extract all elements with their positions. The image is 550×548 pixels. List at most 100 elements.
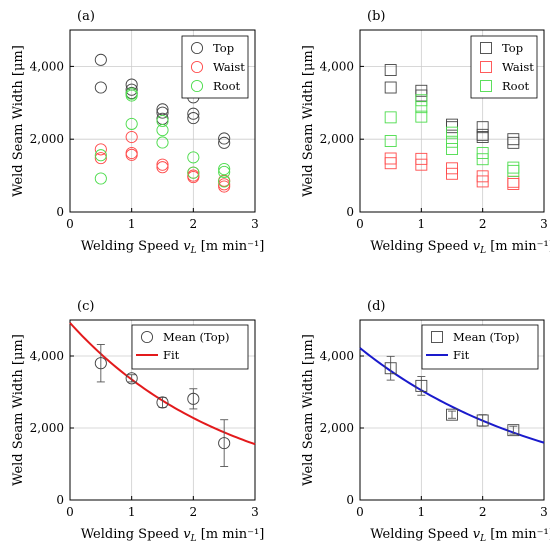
x-tick-label: 1 xyxy=(128,505,136,519)
data-point xyxy=(476,121,489,134)
legend-label: Fit xyxy=(163,348,180,362)
data-point xyxy=(94,53,107,66)
x-tick-label: 3 xyxy=(540,217,548,231)
y-tick-label: 0 xyxy=(56,493,64,507)
x-tick-label: 0 xyxy=(356,505,364,519)
data-point xyxy=(187,107,200,120)
y-tick-label: 4,000 xyxy=(30,349,64,363)
y-tick-label: 4,000 xyxy=(320,59,354,73)
data-point xyxy=(218,175,231,188)
data-point xyxy=(94,172,107,185)
legend-marker xyxy=(431,331,443,343)
data-point xyxy=(187,112,200,125)
legend-box xyxy=(181,35,249,99)
data-point xyxy=(384,157,397,170)
data-point xyxy=(446,143,458,155)
x-tick-label: 2 xyxy=(190,505,198,519)
data-point xyxy=(218,180,231,193)
x-tick-label: 2 xyxy=(479,505,487,519)
plot-frame xyxy=(359,319,545,501)
data-point xyxy=(507,175,520,188)
x-axis-label: Welding Speed vL [m min⁻¹] xyxy=(81,527,265,544)
data-point xyxy=(446,408,458,421)
data-point xyxy=(446,135,458,148)
data-point xyxy=(384,362,397,375)
x-axis-label: Welding Speed vL [m min⁻¹] xyxy=(370,527,550,544)
x-tick-label: 3 xyxy=(540,505,548,519)
data-point xyxy=(507,164,520,177)
chart-panel-d: 0 1 2 3 0 2,000 4,000 Welding Speed vL [m min⁻¹… xyxy=(301,299,550,544)
legend-label: Top xyxy=(502,41,523,55)
x-tick-label: 2 xyxy=(190,217,198,231)
x-tick-label: 1 xyxy=(418,505,426,519)
data-point xyxy=(187,171,200,184)
data-point xyxy=(384,81,397,94)
data-point xyxy=(446,167,458,180)
data-point xyxy=(415,94,428,107)
data-point xyxy=(476,131,489,143)
legend-label: Fit xyxy=(453,348,470,362)
y-tick-label: 4,000 xyxy=(30,59,64,73)
y-tick-label: 2,000 xyxy=(320,132,354,146)
data-point xyxy=(415,158,428,171)
data-point xyxy=(507,424,520,437)
legend-label: Waist xyxy=(213,60,245,74)
data-point xyxy=(125,372,138,385)
data-point xyxy=(476,414,489,427)
legend-label: Top xyxy=(213,41,234,55)
plot-frame xyxy=(359,29,545,213)
legend-box xyxy=(131,324,249,370)
series-mean-top xyxy=(384,355,520,437)
data-point xyxy=(156,106,169,119)
series-mean-top xyxy=(94,344,231,467)
data-point xyxy=(476,153,489,166)
data-point xyxy=(94,152,107,165)
data-point xyxy=(156,158,169,171)
x-tick-label: 3 xyxy=(251,217,259,231)
data-point xyxy=(156,124,169,137)
data-point xyxy=(125,89,138,102)
data-point xyxy=(94,81,107,94)
x-tick-label: 2 xyxy=(479,217,487,231)
legend: Top Waist Root xyxy=(470,35,538,99)
data-point xyxy=(384,135,397,147)
series-root xyxy=(94,87,231,188)
y-tick-label: 0 xyxy=(56,205,64,219)
legend-marker xyxy=(480,61,492,73)
data-point xyxy=(94,357,107,370)
legend-label: Root xyxy=(213,79,241,93)
panel-label: (b) xyxy=(367,9,385,24)
series-waist xyxy=(384,152,520,190)
legend-box xyxy=(421,324,539,370)
y-tick-label: 2,000 xyxy=(30,132,64,146)
y-tick-label: 2,000 xyxy=(30,421,64,435)
series-root xyxy=(384,94,520,177)
data-point xyxy=(415,101,428,114)
legend-marker xyxy=(140,330,154,344)
data-point xyxy=(218,132,231,145)
panel-label: (a) xyxy=(77,9,95,24)
data-point xyxy=(384,152,397,165)
legend-marker xyxy=(480,80,492,92)
y-axis-label: Weld Seam Width [μm] xyxy=(11,45,26,197)
y-tick-label: 2,000 xyxy=(320,421,354,435)
legend-marker xyxy=(480,42,492,54)
legend-marker xyxy=(190,79,204,93)
data-point xyxy=(94,143,107,156)
data-point xyxy=(507,136,520,149)
panel-label: (d) xyxy=(367,299,385,314)
legend: Mean (Top) Fit xyxy=(421,324,539,370)
data-point xyxy=(156,396,169,409)
chart-panel-c: 0 1 2 3 0 2,000 4,000 Welding Speed vL [m min⁻¹… xyxy=(11,299,264,544)
data-point xyxy=(218,136,231,149)
panel-label: (c) xyxy=(77,299,94,314)
data-point xyxy=(218,165,231,179)
data-point xyxy=(446,126,458,139)
y-tick-label: 0 xyxy=(346,493,354,507)
x-tick-label: 0 xyxy=(356,217,364,231)
data-point xyxy=(507,178,520,190)
data-point xyxy=(187,166,200,179)
data-point xyxy=(187,392,200,405)
x-tick-label: 1 xyxy=(418,217,426,231)
